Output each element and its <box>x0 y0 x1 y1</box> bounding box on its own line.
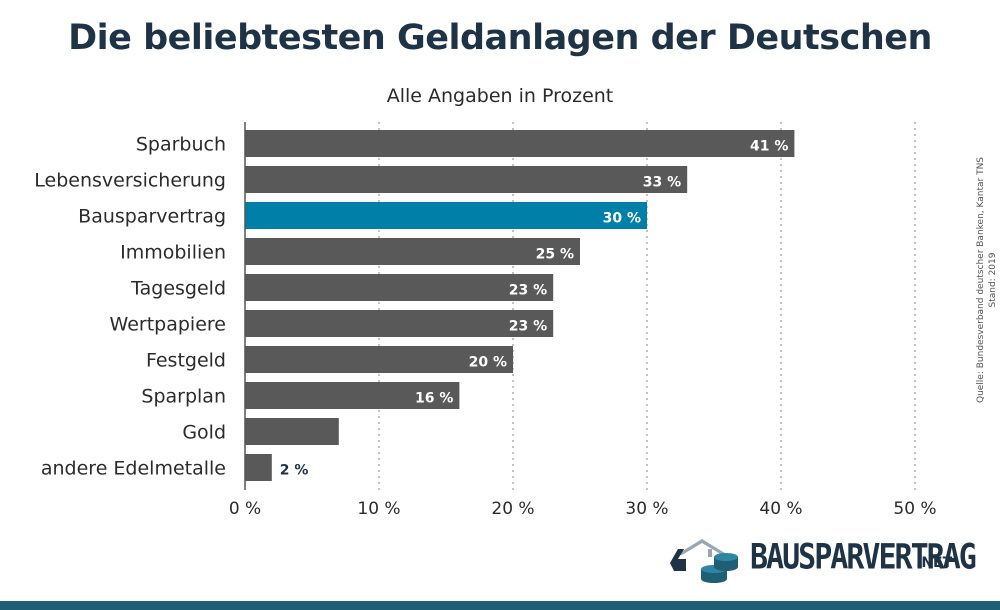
bar <box>245 382 460 409</box>
source-date: Stand: 2019 <box>988 252 998 308</box>
bar <box>245 130 795 157</box>
data-label: 33 % <box>643 175 681 191</box>
data-label: 30 % <box>603 211 641 227</box>
logo-suffix: .NET <box>916 555 953 571</box>
data-label: 25 % <box>536 247 574 263</box>
data-label: 20 % <box>469 355 507 371</box>
category-label: Wertpapiere <box>110 314 226 336</box>
chart-title: Die beliebtesten Geldanlagen der Deutsch… <box>68 18 932 58</box>
source-line: Quelle: Bundesverband deutscher Banken, … <box>976 156 986 404</box>
data-label: 23 % <box>509 319 547 335</box>
data-label: 7 % <box>347 427 376 443</box>
category-label: Sparbuch <box>136 134 226 156</box>
category-label: andere Edelmetalle <box>41 458 226 480</box>
bar <box>245 454 272 481</box>
category-label: Tagesgeld <box>130 278 226 300</box>
category-label: Sparplan <box>141 386 226 408</box>
bar <box>245 346 513 373</box>
x-tick-label: 50 % <box>893 499 936 519</box>
bar-chart: Sparbuch 41 % Lebensversicherung 33 % Bauspa… <box>34 122 937 519</box>
category-label: Immobilien <box>120 242 226 264</box>
category-label: Gold <box>182 422 226 444</box>
house-coins-icon <box>670 539 738 583</box>
category-label: Bausparvertrag <box>78 206 226 228</box>
category-label: Lebensversicherung <box>34 170 226 192</box>
x-tick-label: 30 % <box>625 499 668 519</box>
bar <box>245 274 554 301</box>
data-label: 2 % <box>280 463 309 479</box>
brand-logo[interactable]: BAUSPARVERTRAG .NET <box>668 535 977 585</box>
x-tick-label: 20 % <box>491 499 534 519</box>
x-tick-label: 40 % <box>759 499 802 519</box>
x-tick-label: 10 % <box>357 499 400 519</box>
data-label: 16 % <box>415 391 453 407</box>
data-label: 41 % <box>750 139 788 155</box>
data-label: 23 % <box>509 283 547 299</box>
source-note: Quelle: Bundesverband deutscher Banken, … <box>975 125 998 435</box>
bar <box>245 310 554 337</box>
bar <box>245 202 647 229</box>
x-tick-label: 0 % <box>229 499 261 519</box>
logo-wordmark: BAUSPARVERTRAG <box>750 537 977 578</box>
bar <box>245 238 580 265</box>
chart-subtitle: Alle Angaben in Prozent <box>386 85 614 107</box>
bar <box>245 418 339 445</box>
bottom-bar <box>0 601 1000 610</box>
category-label: Festgeld <box>146 350 226 372</box>
bar <box>245 166 688 193</box>
